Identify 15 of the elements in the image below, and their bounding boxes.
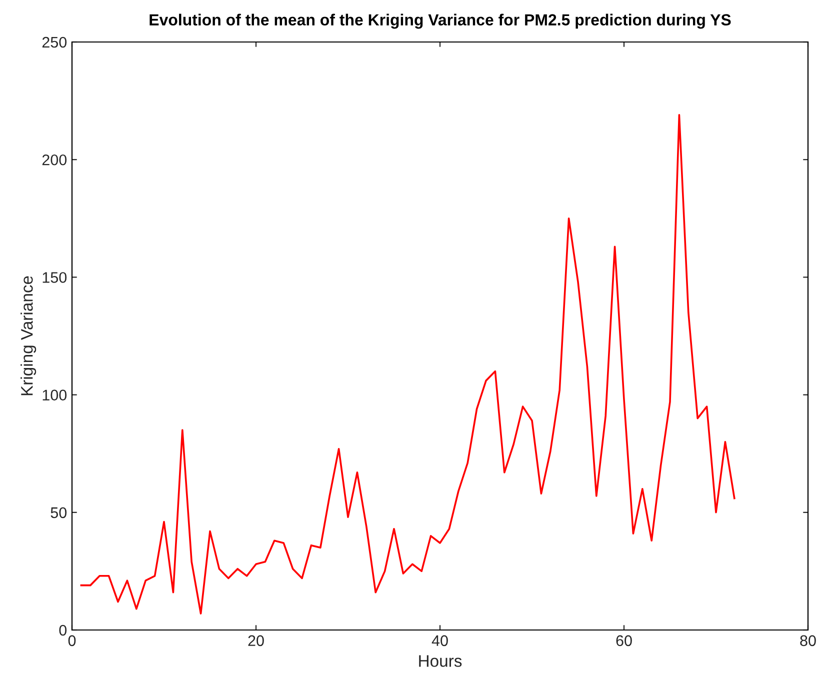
y-tick-label: 50 [50,507,67,518]
x-tick-label: 0 [68,635,76,646]
y-tick-label: 0 [59,624,67,636]
y-axis-title: Kriging Variance [20,276,36,396]
chart-title: Evolution of the mean of the Kriging Variance for PM2.5 prediction during YS [150,14,731,29]
y-tick-label: 200 [42,154,67,166]
y-tick-label: 150 [42,272,67,283]
x-tick-label: 80 [800,635,816,646]
y-tick-label: 250 [42,36,67,48]
x-tick-label: 20 [248,635,264,646]
y-tick-label: 100 [42,390,67,400]
x-tick-label: 60 [616,635,632,646]
x-tick-label: 40 [432,635,448,646]
line-series [80,114,736,614]
x-axis-title: Hours [419,655,462,667]
